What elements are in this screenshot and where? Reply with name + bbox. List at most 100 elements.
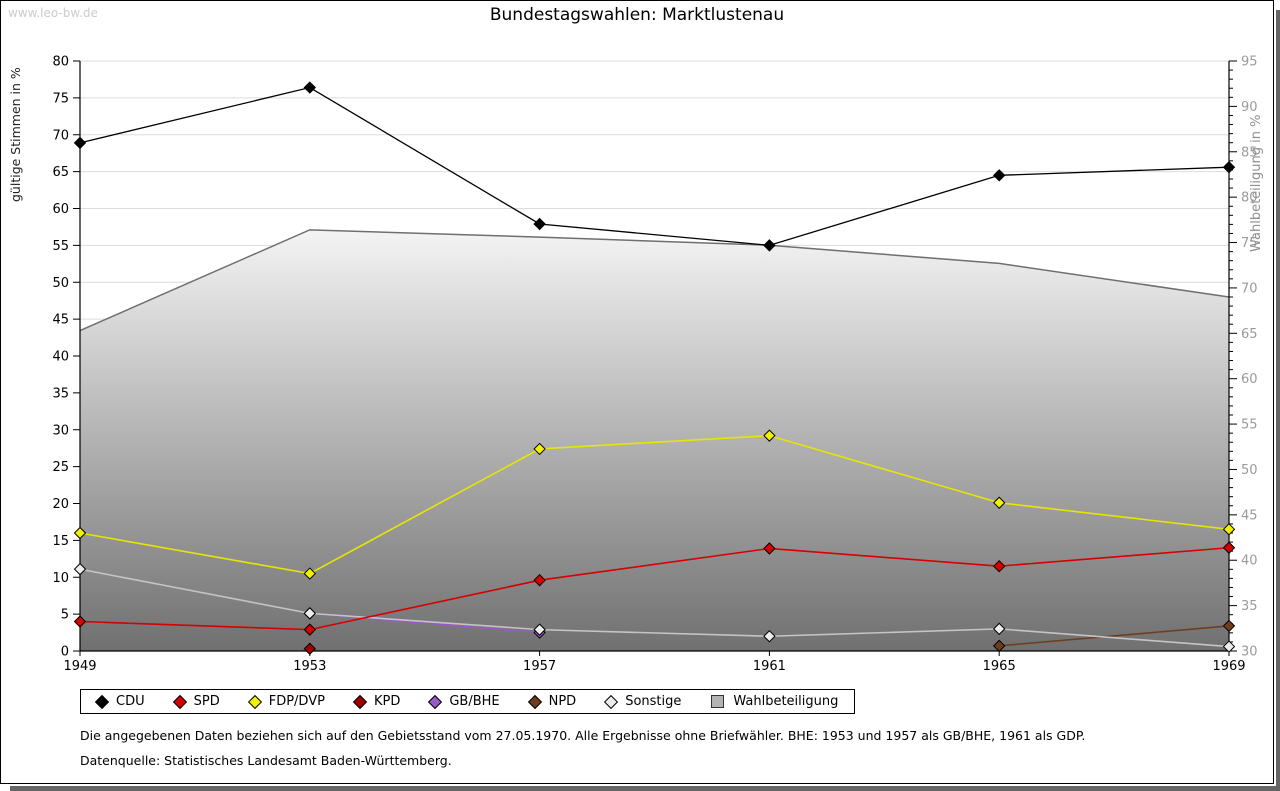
- series-diamond-icon: [94, 694, 110, 709]
- data-point-marker: [533, 623, 546, 636]
- left-axis-tick-label: 40: [52, 350, 69, 365]
- legend-item-wahlbeteiligung: Wahlbeteiligung: [711, 694, 838, 709]
- right-axis-tick-label: 45: [1241, 508, 1258, 523]
- data-point-marker: [73, 615, 87, 628]
- legend-label: NPD: [548, 694, 577, 709]
- data-point-marker: [1222, 160, 1236, 174]
- x-axis-tick-label: 1949: [63, 659, 96, 674]
- right-axis-tick-label: 95: [1241, 55, 1258, 70]
- turnout-square-icon: [711, 695, 725, 708]
- data-point-marker: [73, 526, 87, 540]
- footnote-geography: Die angegebenen Daten beziehen sich auf …: [80, 728, 1086, 743]
- legend-label: SPD: [193, 694, 220, 709]
- legend-item-kpd: KPD: [352, 694, 401, 709]
- data-point-marker: [1222, 541, 1236, 554]
- x-axis-tick-label: 1965: [983, 659, 1016, 674]
- left-axis-tick-label: 75: [52, 91, 69, 106]
- legend-label: KPD: [373, 694, 401, 709]
- data-point-marker: [1222, 619, 1236, 633]
- footnote-source: Datenquelle: Statistisches Landesamt Bad…: [80, 753, 452, 768]
- legend-label: CDU: [116, 694, 145, 709]
- left-axis-tick-label: 35: [52, 386, 69, 401]
- right-axis-tick-label: 50: [1241, 463, 1258, 478]
- left-axis-tick-label: 55: [52, 239, 69, 254]
- right-axis-tick-label: 65: [1241, 327, 1258, 342]
- legend-label: GB/BHE: [449, 694, 500, 709]
- legend-item-cdu: CDU: [94, 694, 145, 709]
- left-axis-tick-label: 0: [61, 645, 69, 660]
- series-diamond-icon: [527, 694, 542, 709]
- frame-shadow-right: [1276, 10, 1280, 791]
- series-line-cdu: [79, 86, 1230, 247]
- turnout-area: [80, 229, 1229, 652]
- data-point-marker: [992, 639, 1006, 653]
- chart-legend: CDU SPD FDP/DVP KPD GB/BHE NPD Sonstige Wahlbet…: [80, 689, 856, 714]
- data-point-marker: [992, 169, 1006, 182]
- series-diamond-icon: [172, 694, 187, 709]
- right-axis-tick-label: 75: [1241, 236, 1258, 251]
- data-point-marker: [533, 217, 546, 231]
- left-axis-tick-label: 45: [52, 313, 69, 328]
- data-point-marker: [303, 607, 317, 620]
- turnout-line: [79, 229, 1230, 332]
- right-axis-tick-label: 60: [1241, 372, 1258, 387]
- left-axis-tick-label: 10: [52, 571, 69, 586]
- right-axis-tick-label: 80: [1241, 191, 1258, 206]
- data-point-marker: [992, 559, 1006, 573]
- left-axis-tick-label: 5: [61, 608, 69, 623]
- series-diamond-icon: [604, 694, 619, 709]
- data-point-marker: [73, 562, 87, 576]
- data-point-marker: [303, 642, 317, 655]
- left-axis-tick-label: 30: [52, 423, 69, 438]
- data-point-marker: [1222, 640, 1236, 653]
- data-point-marker: [763, 239, 776, 252]
- series-line-sonstige: [79, 568, 1230, 648]
- data-point-marker: [992, 496, 1006, 509]
- series-line-npd: [999, 625, 1230, 647]
- series-line-fdpdvp: [79, 434, 1230, 575]
- right-axis-tick-label: 30: [1241, 645, 1258, 660]
- data-point-marker: [763, 630, 776, 643]
- page-title: Bundestagswahlen: Marktlustenau: [489, 5, 785, 25]
- series-line-spd: [79, 546, 1230, 631]
- data-point-marker: [533, 442, 546, 456]
- right-axis-tick-label: 55: [1241, 418, 1258, 433]
- x-axis-tick-label: 1957: [523, 659, 556, 674]
- right-axis-tick-label: 90: [1241, 100, 1258, 115]
- left-axis-tick-label: 15: [52, 534, 69, 549]
- x-axis-tick-label: 1953: [293, 659, 326, 674]
- legend-label: FDP/DVP: [268, 694, 325, 709]
- data-point-marker: [763, 542, 776, 555]
- x-axis-tick-label: 1969: [1212, 659, 1245, 674]
- left-axis-tick-label: 20: [52, 497, 69, 512]
- legend-item-sonstige: Sonstige: [604, 694, 681, 709]
- data-point-marker: [992, 622, 1006, 636]
- left-axis-tick-label: 65: [52, 165, 69, 180]
- x-axis-tick-label: 1961: [753, 659, 786, 674]
- data-point-marker: [1222, 523, 1236, 536]
- right-axis-tick-label: 35: [1241, 599, 1258, 614]
- legend-item-gbbhe: GB/BHE: [428, 694, 500, 709]
- series-diamond-icon: [428, 694, 443, 709]
- frame-shadow-bottom: [10, 786, 1280, 791]
- legend-item-npd: NPD: [527, 694, 577, 709]
- right-axis-tick-label: 40: [1241, 554, 1258, 569]
- left-axis-tick-label: 70: [52, 128, 69, 143]
- legend-item-spd: SPD: [172, 694, 220, 709]
- left-axis-tick-label: 80: [52, 55, 69, 70]
- series-diamond-icon: [247, 694, 262, 709]
- right-axis-tick-label: 85: [1241, 145, 1258, 160]
- left-axis-tick-label: 25: [52, 460, 69, 475]
- data-point-marker: [73, 136, 87, 150]
- left-axis-tick-label: 60: [52, 202, 69, 217]
- data-point-marker: [303, 81, 317, 94]
- right-axis-tick-label: 70: [1241, 281, 1258, 296]
- data-point-marker: [533, 573, 546, 587]
- data-point-marker: [763, 429, 776, 442]
- watermark: www.leo-bw.de: [8, 6, 98, 20]
- legend-item-fdpdvp: FDP/DVP: [247, 694, 325, 709]
- legend-label: Wahlbeteiligung: [733, 694, 839, 709]
- series-diamond-icon: [352, 694, 368, 709]
